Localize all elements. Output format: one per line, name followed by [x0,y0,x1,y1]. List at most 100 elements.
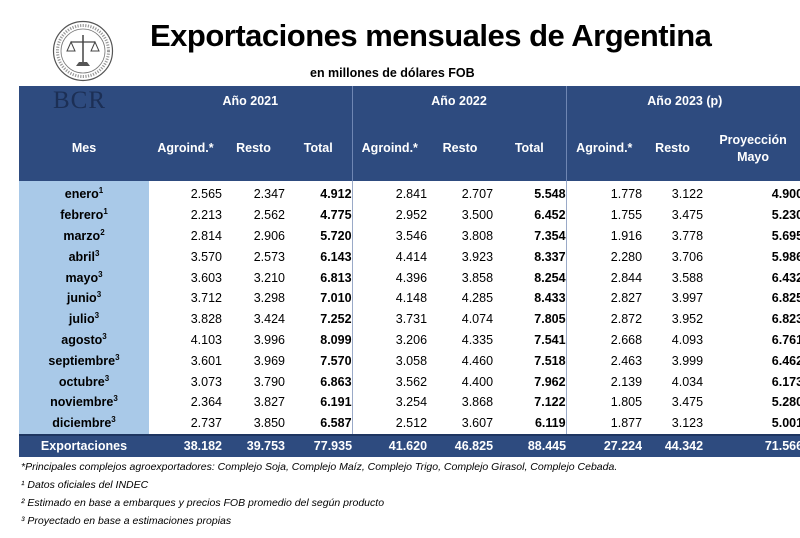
value-cell: 5.280 [771,395,800,410]
col-header-agroind-2021: Agroind.* [149,116,222,181]
value-cell: 2.364 [190,395,222,410]
month-cell: diciembre3 [19,412,149,435]
page-subtitle: en millones de dólares FOB [310,66,475,80]
year-header-row: BCR Año 2021 Año 2022 Año 2023 (p) [19,86,800,116]
value-cell: 7.252 [320,312,352,327]
month-cell: noviembre3 [19,391,149,413]
value-cell: 7.518 [534,353,566,368]
total-row: Exportaciones 38.182 39.753 77.935 41.62… [19,433,800,457]
value-cell: 3.997 [671,291,704,306]
footnote-agroindustrial: *Principales complejos agroexportadores:… [21,461,618,473]
footnote-3: ³ Proyectado en base a estimaciones prop… [21,515,232,527]
value-cell: 2.906 [253,228,285,243]
value-cell: 5.720 [320,228,352,243]
col-header-total-2022: Total [493,116,567,181]
value-cell: 3.952 [671,312,704,327]
value-cell: 5.230 [771,208,800,223]
value-cell: 4.400 [461,374,494,389]
value-cell: 6.587 [320,416,352,431]
value-cell: 2.139 [565,371,643,392]
col-header-resto-2021: Resto [222,116,285,181]
month-name: enero [64,187,99,202]
value-cell: 5.986 [771,249,800,264]
table-row: noviembre3 2.364 3.827 6.191 3.254 3.868 7.122… [19,391,800,413]
proyeccion-label: Proyección [719,132,787,147]
value-cell: 2.562 [253,208,285,223]
value-cell: 2.737 [190,416,222,431]
value-cell: 8.099 [320,332,352,347]
value-cell: 3.603 [190,270,222,285]
value-cell: 6.191 [320,395,352,410]
value-cell: 4.103 [190,332,222,347]
value-cell: 3.969 [253,353,285,368]
column-header-row: Mes Agroind.* Resto Total Agroind.* Rest… [19,116,800,181]
col-header-resto-2023: Resto [642,116,704,181]
value-cell: 2.668 [565,329,643,351]
table-row: abril3 3.570 2.573 6.143 4.414 3.923 8.337 2.28… [19,246,800,268]
month-footnote-marker: 3 [115,352,120,362]
value-cell: 3.562 [351,371,428,392]
exports-table: BCR Año 2021 Año 2022 Año 2023 (p) Mes A… [19,86,800,457]
value-cell: 3.858 [461,270,494,285]
value-cell: 3.058 [351,350,428,372]
month-name: marzo [63,228,101,243]
value-cell: 6.462 [771,353,800,368]
value-cell: 6.813 [320,270,352,285]
month-cell: febrero1 [19,204,149,226]
value-cell: 4.034 [671,374,704,389]
value-cell: 3.073 [190,374,222,389]
col-header-mes: Mes [19,116,149,181]
value-cell: 7.541 [534,332,566,347]
value-cell: 3.254 [351,391,428,413]
total-cell: 46.825 [427,433,494,457]
value-cell: 5.695 [771,228,800,243]
value-cell: 3.923 [461,249,494,264]
month-name: junio [66,291,97,306]
month-name: noviembre [50,395,114,410]
value-cell: 7.122 [534,395,566,410]
table-row: enero1 2.565 2.347 4.912 2.841 2.707 5.548 1.77… [19,181,800,205]
total-row-label: Exportaciones [19,433,149,457]
month-footnote-marker: 2 [100,227,105,237]
value-cell: 8.337 [534,249,566,264]
month-footnote-marker: 3 [102,331,107,341]
table-row: marzo2 2.814 2.906 5.720 3.546 3.808 7.354 1.91… [19,225,800,247]
value-cell: 2.512 [351,412,428,435]
value-cell: 7.010 [320,291,352,306]
month-name: mayo [65,270,99,285]
table-row: junio3 3.712 3.298 7.010 4.148 4.285 8.433 2.82… [19,287,800,309]
month-footnote-marker: 3 [113,394,118,404]
year-2022-header: Año 2022 [351,86,567,116]
month-cell: junio3 [19,287,149,309]
value-cell: 4.074 [461,312,494,327]
value-cell: 8.433 [534,291,566,306]
month-cell: septiembre3 [19,350,149,372]
value-cell: 4.460 [461,353,494,368]
value-cell: 6.173 [771,374,800,389]
value-cell: 3.546 [351,225,428,247]
value-cell: 3.790 [253,374,285,389]
value-cell: 2.707 [461,187,494,202]
value-cell: 6.432 [771,270,800,285]
value-cell: 2.347 [253,187,285,202]
value-cell: 3.706 [671,249,704,264]
value-cell: 1.877 [565,412,643,435]
value-cell: 2.573 [253,249,285,264]
month-cell: agosto3 [19,329,149,351]
value-cell: 3.712 [190,291,222,306]
footnotes: *Principales complejos agroexportadores:… [21,458,617,530]
value-cell: 3.601 [190,353,222,368]
value-cell: 3.210 [253,270,285,285]
value-cell: 4.900 [771,187,800,202]
value-cell: 6.761 [771,332,800,347]
value-cell: 4.396 [351,267,428,288]
col-header-total-2021: Total [285,116,353,181]
value-cell: 3.206 [351,329,428,351]
month-footnote-marker: 3 [94,248,100,258]
value-cell: 4.285 [461,291,494,306]
value-cell: 7.962 [534,374,566,389]
value-cell: 3.570 [190,249,222,264]
value-cell: 3.475 [671,208,704,223]
value-cell: 3.808 [461,228,494,243]
value-cell: 7.354 [534,228,566,243]
